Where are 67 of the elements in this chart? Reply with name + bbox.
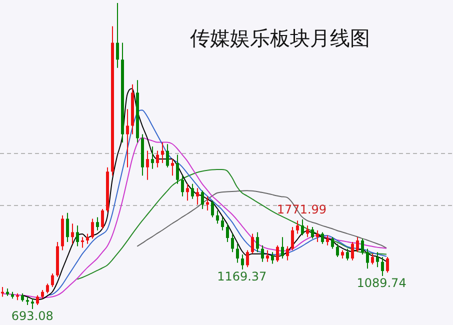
candlestick	[271, 252, 274, 264]
candlestick	[291, 226, 294, 251]
candlestick	[151, 146, 154, 170]
candlestick	[316, 230, 319, 242]
candlestick	[256, 232, 259, 253]
candlestick	[91, 218, 94, 240]
candlestick	[166, 144, 169, 168]
candlestick	[301, 218, 304, 236]
candlestick	[186, 183, 189, 202]
candlestick	[386, 256, 389, 274]
candlestick	[351, 241, 354, 261]
candlestick	[251, 233, 254, 254]
candlestick	[326, 234, 329, 246]
candlestick	[96, 216, 99, 231]
candlestick	[311, 226, 314, 240]
candlestick	[116, 2, 119, 68]
candlestick	[46, 283, 49, 294]
candlestick	[161, 142, 164, 164]
candlestick	[71, 223, 74, 244]
candlestick	[381, 256, 384, 276]
candlestick	[366, 248, 369, 270]
candlestick	[1, 286, 4, 298]
candlestick	[331, 236, 334, 250]
candlestick	[216, 210, 219, 224]
candlestick	[181, 175, 184, 197]
candlestick	[36, 294, 39, 306]
candlestick	[276, 244, 279, 262]
candlestick	[206, 196, 209, 211]
candlestick	[371, 253, 374, 265]
candlestick	[76, 224, 79, 247]
candlestick	[321, 232, 324, 244]
candlestick	[221, 216, 224, 231]
candlestick	[171, 158, 174, 176]
candlestick	[146, 150, 149, 180]
candlestick	[201, 190, 204, 210]
candlestick	[191, 183, 194, 200]
candlestick	[241, 254, 244, 270]
candlestick	[361, 238, 364, 256]
annotation: 1089.74	[356, 276, 406, 290]
candlestick	[346, 248, 349, 261]
candlestick	[336, 243, 339, 258]
candlestick	[126, 108, 129, 168]
candlestick	[266, 250, 269, 262]
candlestick	[296, 220, 299, 234]
candlestick	[211, 200, 214, 218]
annotation: 1169.37	[217, 270, 267, 284]
candlestick	[81, 236, 84, 248]
candlestick	[51, 273, 54, 288]
candlestick	[356, 236, 359, 253]
candlestick	[31, 298, 34, 310]
candlestick	[306, 224, 309, 238]
candlestick	[281, 236, 284, 260]
candlestick	[156, 150, 159, 168]
candlestick	[86, 233, 89, 244]
text: 传媒娱乐板块月线图	[190, 25, 370, 52]
candlestick	[261, 244, 264, 262]
annotation: 693.08	[11, 309, 54, 324]
candlestick	[226, 223, 229, 242]
candlestick	[66, 212, 69, 242]
candlestick	[101, 208, 104, 230]
candlestick	[376, 252, 379, 268]
candlestick	[286, 246, 289, 261]
candlestick	[196, 188, 199, 206]
candlestick	[246, 250, 249, 268]
candlestick	[231, 233, 234, 253]
candlestick	[176, 154, 179, 184]
candlestick	[236, 243, 239, 264]
